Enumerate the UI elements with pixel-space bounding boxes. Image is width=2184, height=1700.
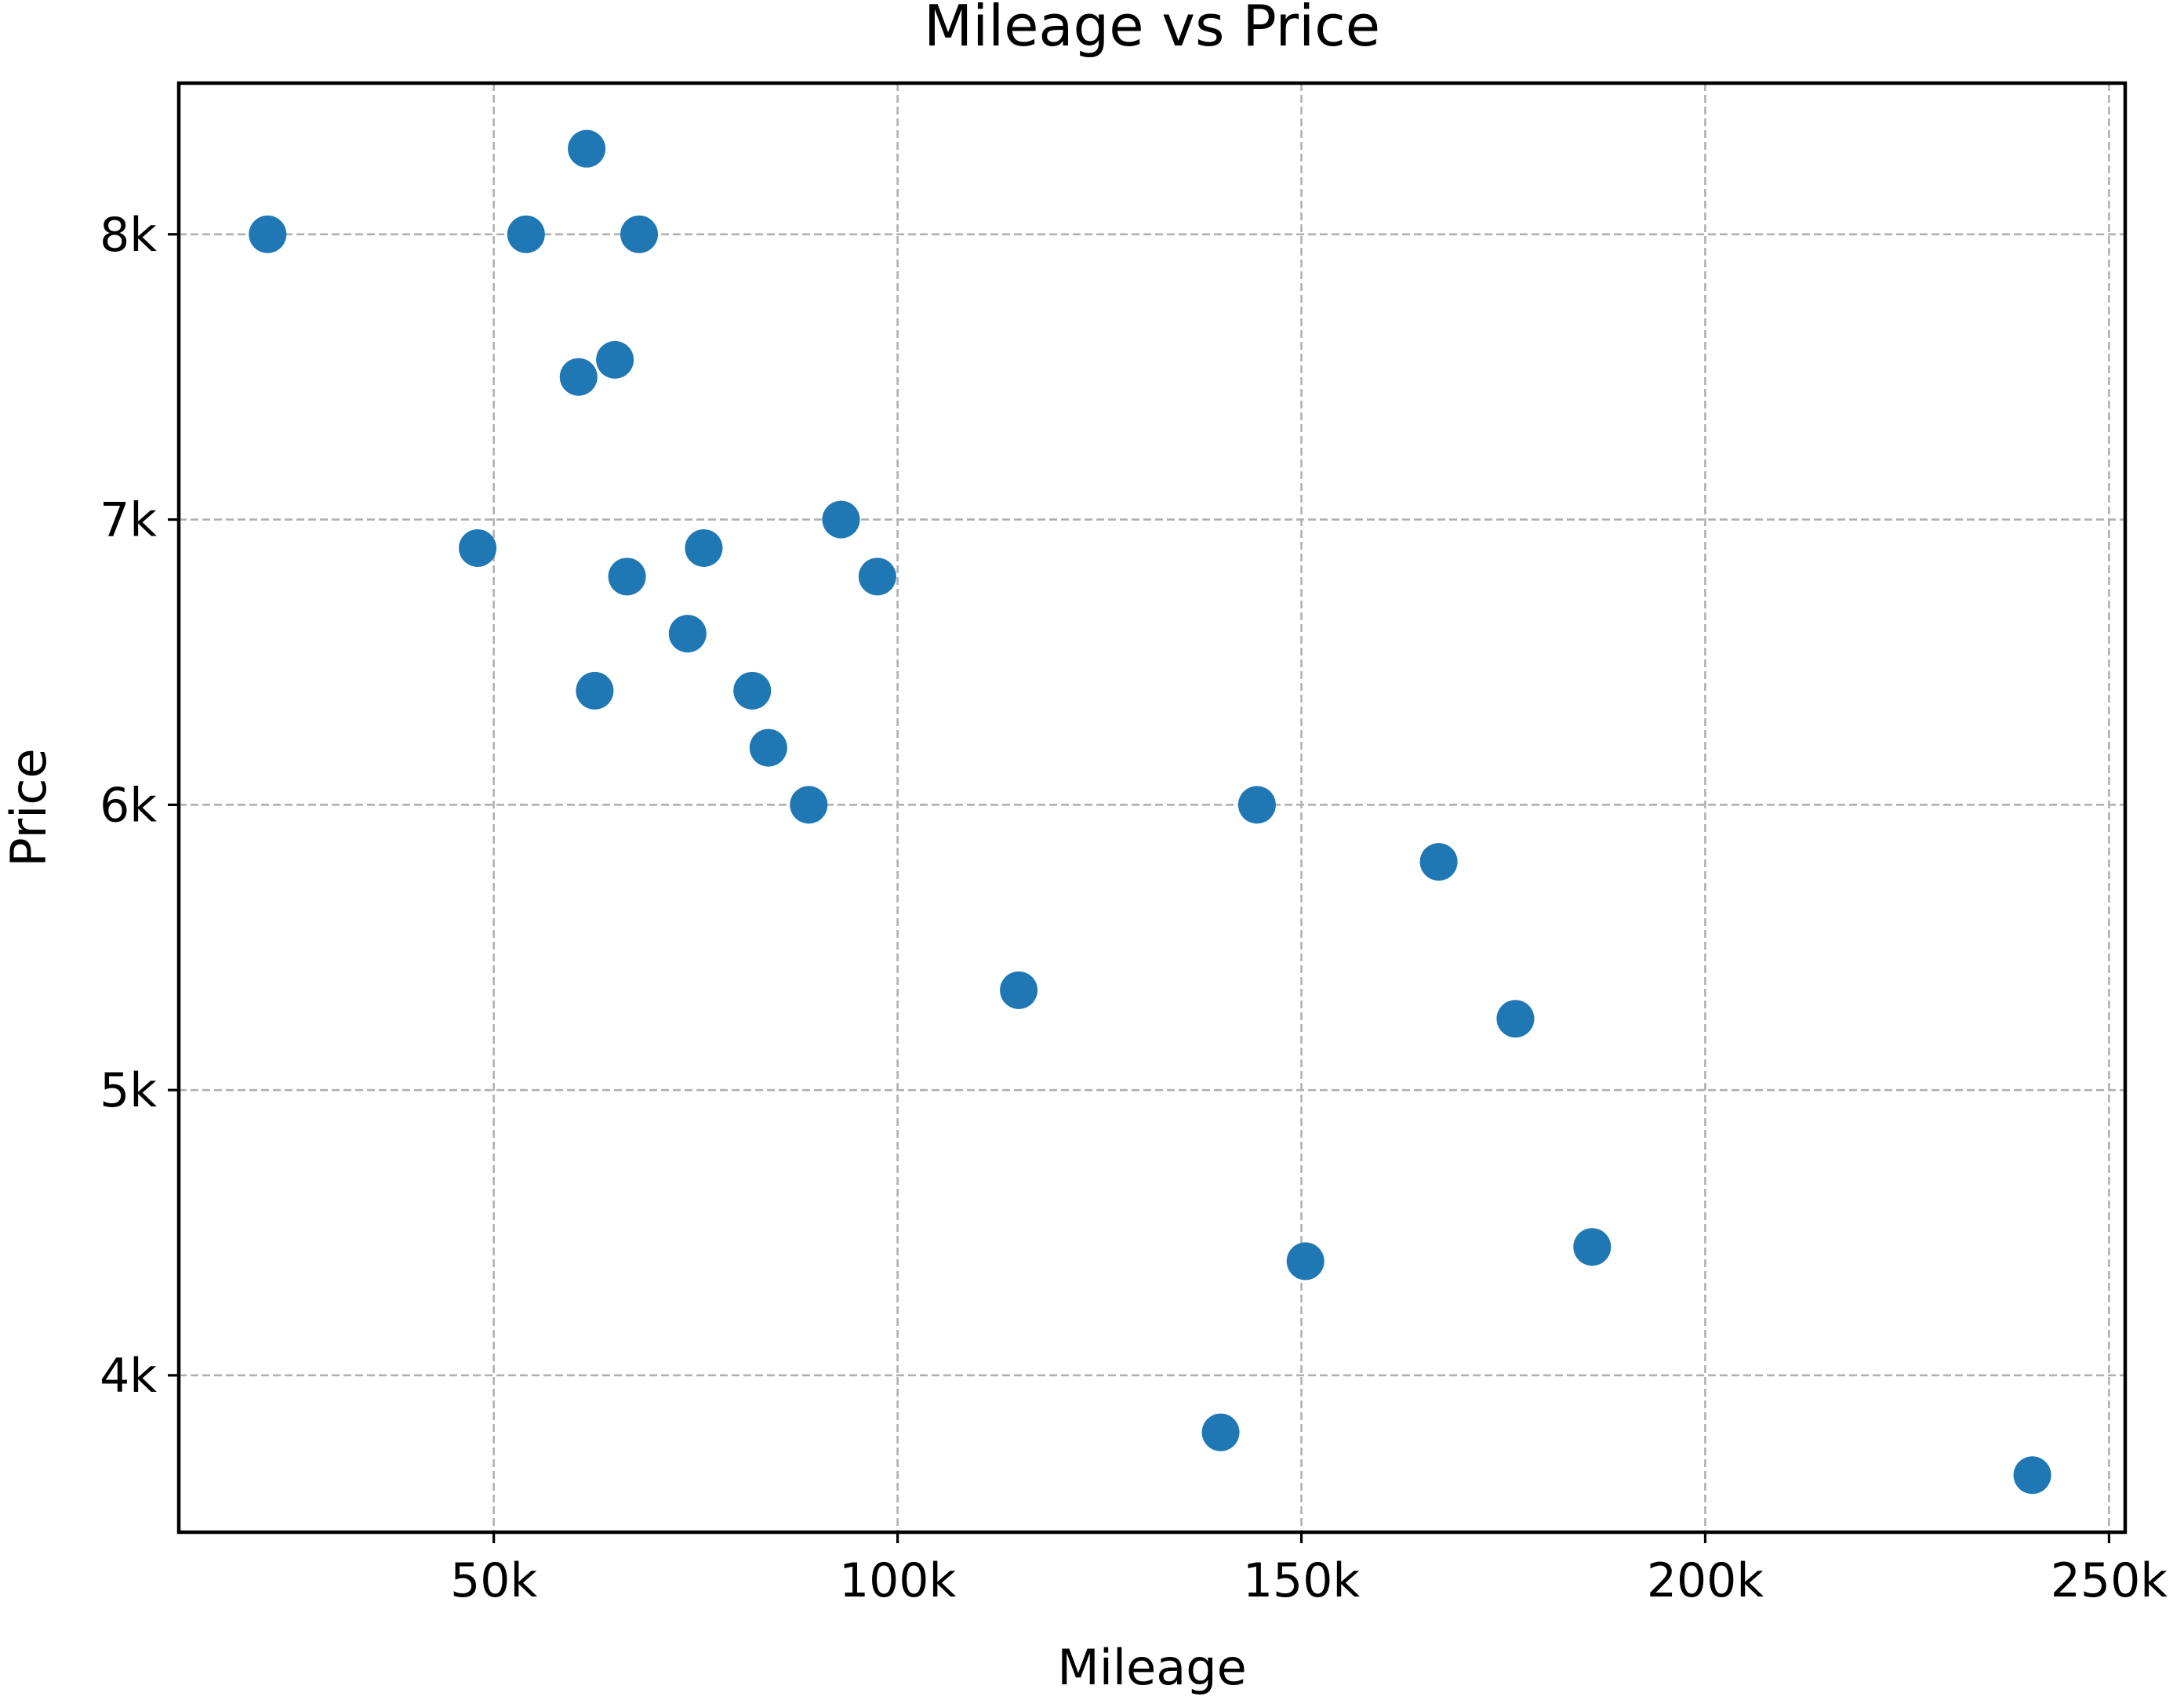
data-point — [790, 786, 828, 824]
data-point — [1286, 1242, 1325, 1280]
x-tick-label: 200k — [1647, 1553, 1764, 1608]
y-tick-label: 8k — [100, 208, 157, 263]
y-tick-label: 4k — [100, 1349, 157, 1404]
data-point — [507, 215, 545, 253]
y-axis-label: Price — [0, 748, 57, 866]
data-point — [559, 358, 598, 396]
data-point — [858, 558, 896, 596]
chart-title: Mileage vs Price — [924, 0, 1380, 59]
data-point — [733, 671, 772, 710]
plot-frame — [176, 81, 2128, 1535]
data-point — [822, 500, 860, 539]
data-point — [1496, 1000, 1535, 1038]
data-point — [1000, 971, 1038, 1009]
data-point — [1573, 1228, 1612, 1266]
data-point — [1201, 1413, 1240, 1451]
point-layer — [249, 129, 2051, 1495]
data-point — [1419, 843, 1458, 881]
data-point — [608, 558, 646, 596]
data-point — [620, 215, 659, 253]
y-tick-label: 6k — [100, 778, 157, 833]
data-point — [576, 671, 614, 710]
data-point — [249, 215, 287, 253]
y-tick-label: 7k — [100, 493, 157, 548]
data-point — [596, 340, 634, 379]
data-point — [668, 615, 707, 653]
data-point — [1237, 786, 1276, 824]
data-point — [749, 728, 787, 767]
x-axis-label: Mileage — [1057, 1639, 1247, 1696]
x-tick-label: 100k — [839, 1553, 957, 1608]
x-tick-label: 150k — [1243, 1553, 1361, 1608]
grid-layer — [179, 83, 2125, 1532]
x-tick-label: 50k — [450, 1553, 537, 1608]
y-tick-label: 5k — [100, 1063, 157, 1118]
tick-layer: 50k 100k 150k 200k 250k 4k 5k 6k 7k 8k — [100, 208, 2168, 1608]
data-point — [685, 529, 723, 567]
data-point — [568, 129, 606, 168]
x-tick-label: 250k — [2051, 1553, 2168, 1608]
data-point — [459, 529, 497, 567]
data-point — [2013, 1456, 2051, 1495]
